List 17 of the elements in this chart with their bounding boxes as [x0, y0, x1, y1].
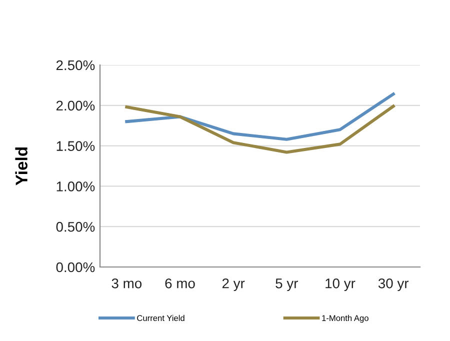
y-tick-label: 1.50%	[56, 141, 95, 151]
x-tick-label: 30 yr	[378, 278, 409, 292]
x-tick-label: 3 mo	[112, 278, 142, 288]
x-tick-label: 6 mo	[165, 278, 195, 288]
legend-label: 1-Month Ago	[322, 314, 368, 323]
y-tick-label: 1.00%	[56, 182, 95, 192]
x-tick-label: 5 yr	[276, 278, 298, 292]
y-axis-title: Yield	[15, 147, 28, 186]
y-tick-label: 0.00%	[56, 262, 95, 272]
line-series	[125, 92, 395, 141]
x-tick-label: 2 yr	[222, 278, 245, 292]
legend-label: Current Yield	[137, 314, 184, 322]
y-tick-label: 2.50%	[56, 60, 95, 70]
line-series	[125, 104, 395, 154]
y-tick-label: 0.50%	[56, 222, 95, 232]
y-tick-label: 2.00%	[56, 100, 95, 111]
x-tick-label: 10 yr	[326, 278, 356, 292]
